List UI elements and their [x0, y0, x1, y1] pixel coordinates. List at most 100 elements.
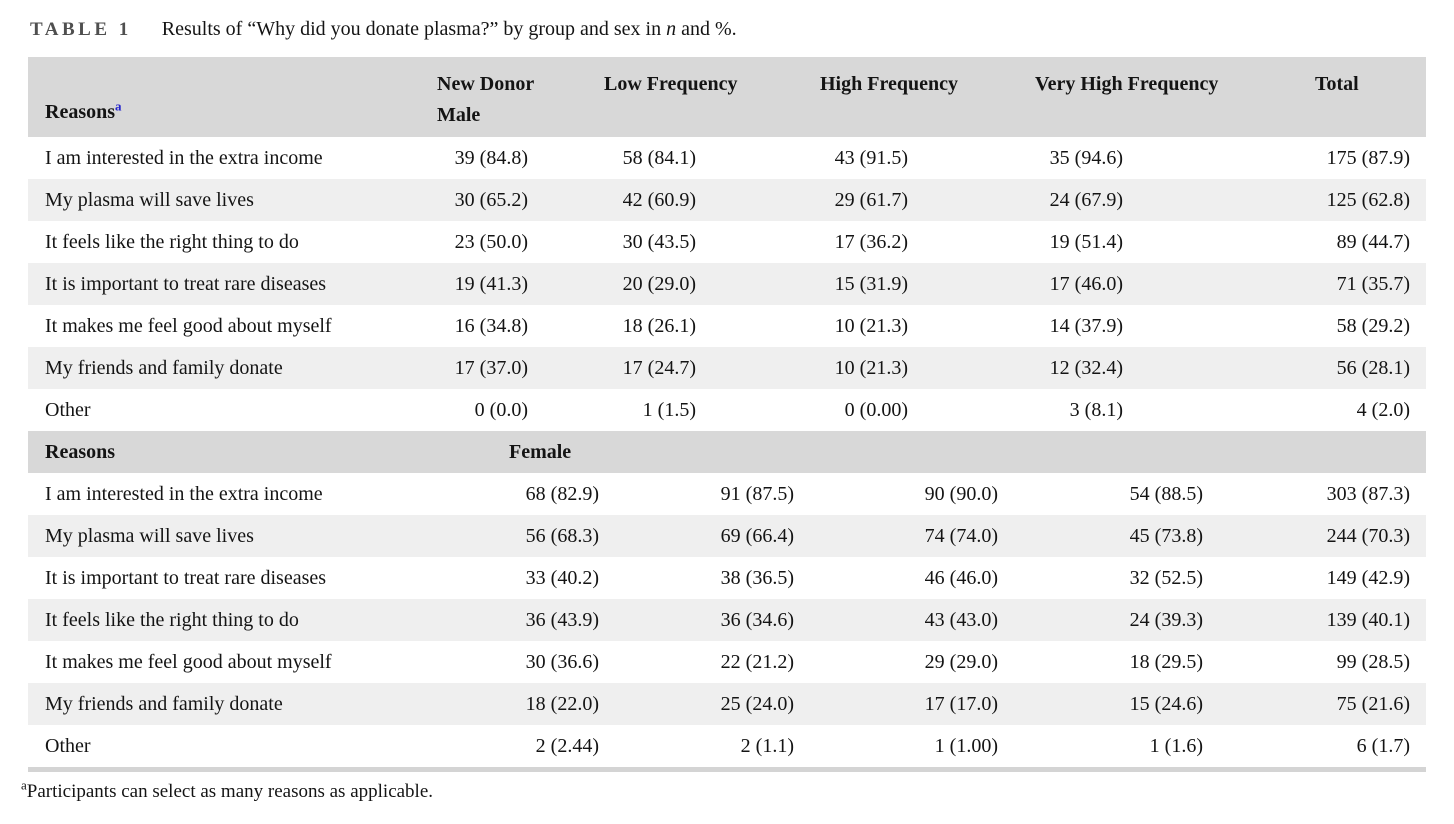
value-cell: 15 (31.9) — [834, 273, 908, 295]
value-cell: 38 (36.5) — [720, 567, 794, 589]
value-cell: 19 (41.3) — [454, 273, 528, 295]
value-cell: 32 (52.5) — [1129, 567, 1203, 589]
table-number-label: TABLE 1 — [30, 19, 132, 40]
value-cell: 29 (61.7) — [834, 189, 908, 211]
reason-cell: Other — [45, 735, 91, 757]
reason-cell: It feels like the right thing to do — [45, 231, 299, 253]
value-cell: 139 (40.1) — [1326, 609, 1410, 631]
value-cell: 75 (21.6) — [1336, 693, 1410, 715]
value-cell: 54 (88.5) — [1129, 483, 1203, 505]
value-cell: 17 (17.0) — [924, 693, 998, 715]
caption-text-end: and %. — [676, 18, 737, 40]
reason-cell: I am interested in the extra income — [45, 483, 323, 505]
table-row: It is important to treat rare diseases 3… — [28, 557, 1426, 599]
value-cell: 46 (46.0) — [924, 567, 998, 589]
value-cell: 12 (32.4) — [1049, 357, 1123, 379]
value-cell: 2 (2.44) — [535, 735, 599, 757]
value-cell: 89 (44.7) — [1336, 231, 1410, 253]
column-header-total: Total — [1315, 73, 1359, 95]
value-cell: 24 (67.9) — [1049, 189, 1123, 211]
value-cell: 56 (28.1) — [1336, 357, 1410, 379]
value-cell: 0 (0.00) — [844, 399, 908, 421]
value-cell: 4 (2.0) — [1356, 399, 1410, 421]
value-cell: 15 (24.6) — [1129, 693, 1203, 715]
column-header-new-donor-male: New Donor Male — [437, 57, 604, 137]
value-cell: 17 (36.2) — [834, 231, 908, 253]
value-cell: 125 (62.8) — [1326, 189, 1410, 211]
value-cell: 24 (39.3) — [1129, 609, 1203, 631]
table-row: I am interested in the extra income 68 (… — [28, 473, 1426, 515]
reason-cell: I am interested in the extra income — [45, 147, 323, 169]
value-cell: 68 (82.9) — [525, 483, 599, 505]
reason-cell: It makes me feel good about myself — [45, 315, 332, 337]
value-cell: 90 (90.0) — [924, 483, 998, 505]
results-table: Reasonsa New Donor Male Low Frequency Hi… — [28, 57, 1426, 772]
table-row: My friends and family donate 17 (37.0) 1… — [28, 347, 1426, 389]
table-row: It is important to treat rare diseases 1… — [28, 263, 1426, 305]
reason-cell: My plasma will save lives — [45, 189, 254, 211]
empty-header-cell — [1035, 431, 1315, 473]
value-cell: 42 (60.9) — [622, 189, 696, 211]
value-cell: 58 (84.1) — [622, 147, 696, 169]
reason-cell: My friends and family donate — [45, 357, 283, 379]
value-cell: 303 (87.3) — [1326, 483, 1410, 505]
reason-cell: My friends and family donate — [45, 693, 283, 715]
value-cell: 74 (74.0) — [924, 525, 998, 547]
value-cell: 10 (21.3) — [834, 357, 908, 379]
value-cell: 36 (34.6) — [720, 609, 794, 631]
value-cell: 35 (94.6) — [1049, 147, 1123, 169]
value-cell: 149 (42.9) — [1326, 567, 1410, 589]
value-cell: 6 (1.7) — [1356, 735, 1410, 757]
value-cell: 2 (1.1) — [740, 735, 794, 757]
column-header-high-frequency: High Frequency — [820, 73, 958, 95]
value-cell: 58 (29.2) — [1336, 315, 1410, 337]
new-donor-header-label: New Donor — [437, 73, 535, 95]
reason-cell: It is important to treat rare diseases — [45, 273, 327, 295]
value-cell: 14 (37.9) — [1049, 315, 1123, 337]
table-row: Other 0 (0.0) 1 (1.5) 0 (0.00) 3 (8.1) 4… — [28, 389, 1426, 431]
table-header-row-female: Reasons Female — [28, 431, 1426, 473]
value-cell: 30 (36.6) — [525, 651, 599, 673]
value-cell: 1 (1.6) — [1149, 735, 1203, 757]
value-cell: 1 (1.00) — [934, 735, 998, 757]
value-cell: 23 (50.0) — [454, 231, 528, 253]
value-cell: 16 (34.8) — [454, 315, 528, 337]
male-section: I am interested in the extra income 39 (… — [28, 137, 1426, 431]
reason-cell: My plasma will save lives — [45, 525, 254, 547]
caption-text: Results of “Why did you donate plasma?” … — [161, 18, 667, 40]
table-row: My friends and family donate 18 (22.0) 2… — [28, 683, 1426, 725]
reason-cell: Other — [45, 399, 91, 421]
value-cell: 10 (21.3) — [834, 315, 908, 337]
footnote-marker-a: a — [115, 98, 122, 114]
table-row: My plasma will save lives 30 (65.2) 42 (… — [28, 179, 1426, 221]
female-header-reasons: Reasons — [45, 441, 116, 463]
table-footnote: aParticipants can select as many reasons… — [21, 779, 433, 803]
caption-italic-n: n — [666, 18, 677, 40]
value-cell: 244 (70.3) — [1326, 525, 1410, 547]
table-row: It makes me feel good about myself 30 (3… — [28, 641, 1426, 683]
value-cell: 20 (29.0) — [622, 273, 696, 295]
empty-header-cell — [604, 431, 820, 473]
value-cell: 18 (29.5) — [1129, 651, 1203, 673]
value-cell: 33 (40.2) — [525, 567, 599, 589]
value-cell: 175 (87.9) — [1326, 147, 1410, 169]
column-header-low-frequency: Low Frequency — [604, 73, 738, 95]
table-caption: Results of “Why did you donate plasma?” … — [162, 18, 737, 40]
value-cell: 56 (68.3) — [525, 525, 599, 547]
value-cell: 25 (24.0) — [720, 693, 794, 715]
reasons-header-label: Reasons — [45, 101, 116, 123]
value-cell: 71 (35.7) — [1336, 273, 1410, 295]
column-header-very-high-frequency: Very High Frequency — [1035, 73, 1219, 95]
value-cell: 91 (87.5) — [720, 483, 794, 505]
value-cell: 43 (43.0) — [924, 609, 998, 631]
value-cell: 17 (24.7) — [622, 357, 696, 379]
table-title: TABLE 1 Results of “Why did you donate pl… — [30, 18, 737, 41]
value-cell: 30 (65.2) — [454, 189, 528, 211]
reason-cell: It feels like the right thing to do — [45, 609, 299, 631]
value-cell: 43 (91.5) — [834, 147, 908, 169]
table-bottom-border — [28, 767, 1426, 772]
value-cell: 39 (84.8) — [454, 147, 528, 169]
value-cell: 0 (0.0) — [474, 399, 528, 421]
empty-header-cell — [1315, 431, 1426, 473]
